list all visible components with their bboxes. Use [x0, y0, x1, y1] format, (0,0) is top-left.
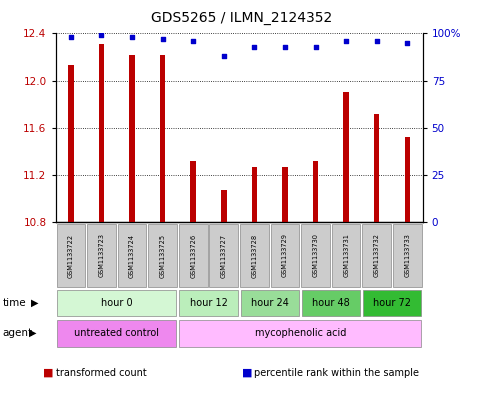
Point — [403, 40, 411, 46]
Point — [220, 53, 227, 59]
Text: GSM1133726: GSM1133726 — [190, 233, 196, 277]
Text: hour 48: hour 48 — [312, 298, 350, 308]
Text: mycophenolic acid: mycophenolic acid — [255, 328, 346, 338]
Bar — [252, 167, 257, 222]
Point — [312, 44, 319, 50]
Text: ■: ■ — [242, 367, 252, 378]
Text: GSM1133732: GSM1133732 — [374, 233, 380, 277]
Text: GSM1133728: GSM1133728 — [251, 233, 257, 277]
Text: GSM1133723: GSM1133723 — [99, 233, 104, 277]
Bar — [99, 44, 104, 222]
Text: time: time — [2, 298, 26, 308]
Point — [251, 44, 258, 50]
Point — [159, 36, 167, 42]
Text: agent: agent — [2, 328, 32, 338]
Point — [98, 32, 105, 39]
Text: GSM1133722: GSM1133722 — [68, 233, 74, 277]
Text: percentile rank within the sample: percentile rank within the sample — [254, 367, 419, 378]
Bar — [343, 92, 349, 222]
Text: hour 72: hour 72 — [373, 298, 411, 308]
Text: GSM1133727: GSM1133727 — [221, 233, 227, 277]
Text: ▶: ▶ — [31, 298, 39, 308]
Bar — [129, 55, 135, 222]
Point — [373, 38, 381, 44]
Point — [189, 38, 197, 44]
Bar — [405, 137, 410, 222]
Text: GSM1133725: GSM1133725 — [159, 233, 166, 277]
Text: GSM1133731: GSM1133731 — [343, 233, 349, 277]
Text: untreated control: untreated control — [74, 328, 159, 338]
Text: transformed count: transformed count — [56, 367, 146, 378]
Bar — [221, 190, 227, 222]
Text: GDS5265 / ILMN_2124352: GDS5265 / ILMN_2124352 — [151, 11, 332, 25]
Bar — [313, 161, 318, 222]
Text: hour 0: hour 0 — [101, 298, 132, 308]
Text: GSM1133729: GSM1133729 — [282, 233, 288, 277]
Bar — [282, 167, 288, 222]
Text: ■: ■ — [43, 367, 54, 378]
Text: GSM1133733: GSM1133733 — [404, 233, 411, 277]
Bar — [68, 65, 73, 222]
Text: GSM1133724: GSM1133724 — [129, 233, 135, 277]
Bar — [374, 114, 380, 222]
Bar — [160, 55, 165, 222]
Text: hour 12: hour 12 — [189, 298, 227, 308]
Point — [128, 34, 136, 40]
Point — [67, 34, 75, 40]
Point — [281, 44, 289, 50]
Point — [342, 38, 350, 44]
Text: ▶: ▶ — [29, 328, 37, 338]
Text: GSM1133730: GSM1133730 — [313, 233, 319, 277]
Bar — [190, 161, 196, 222]
Text: hour 24: hour 24 — [251, 298, 289, 308]
